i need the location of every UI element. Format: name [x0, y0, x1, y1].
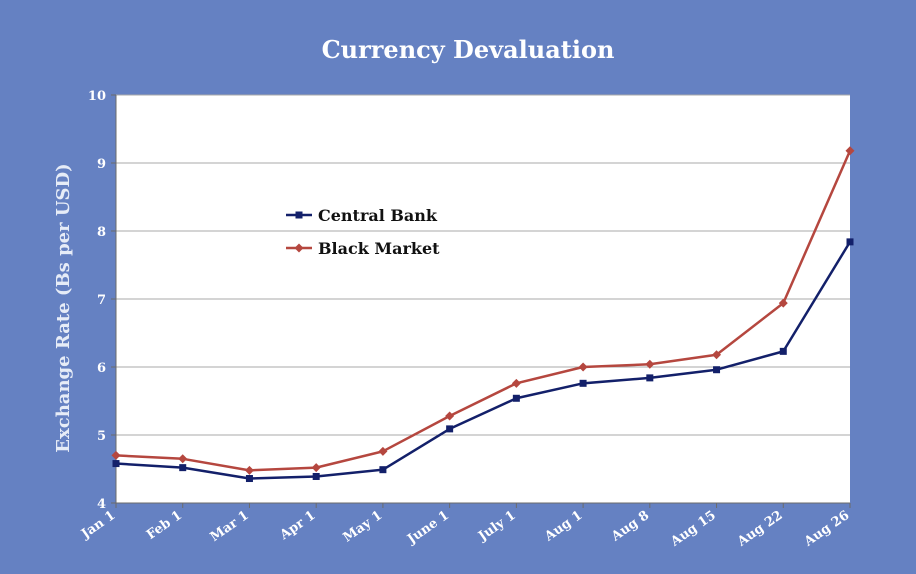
x-tick-label: July 1	[475, 508, 519, 545]
data-point-central-bank	[646, 374, 654, 382]
y-axis-label: Exchange Rate (Bs per USD)	[53, 163, 74, 452]
series-central-bank	[112, 238, 854, 483]
chart-title: Currency Devaluation	[322, 35, 615, 64]
y-tick-label: 8	[97, 225, 106, 240]
data-point-central-bank	[112, 460, 120, 468]
data-point-black-market	[511, 378, 521, 388]
x-tick-label: Aug 8	[608, 508, 652, 545]
data-point-black-market	[778, 298, 788, 308]
data-point-central-bank	[312, 472, 320, 480]
x-tick-label: Aug 15	[667, 508, 718, 550]
data-point-central-bank	[379, 466, 387, 474]
data-point-central-bank	[512, 394, 520, 402]
data-point-central-bank	[779, 347, 787, 355]
x-tick-label: Apr 1	[277, 508, 319, 544]
y-tick-label: 9	[97, 157, 106, 172]
data-point-black-market	[445, 411, 455, 421]
series-layer	[111, 146, 855, 483]
y-tick-label: 4	[97, 497, 106, 512]
y-tick-label: 7	[97, 293, 106, 308]
data-point-black-market	[111, 450, 121, 460]
series-line-central-bank	[115, 241, 852, 480]
data-point-black-market	[378, 446, 388, 456]
data-point-central-bank	[179, 464, 187, 472]
legend-item-central-bank: Central Bank	[286, 206, 438, 225]
data-point-black-market	[712, 350, 722, 360]
x-tick-label: Aug 1	[541, 508, 585, 545]
data-point-black-market	[578, 362, 588, 372]
legend-marker	[295, 211, 303, 219]
x-tick-label: Feb 1	[144, 508, 185, 543]
data-point-black-market	[178, 454, 188, 464]
data-point-black-market	[845, 146, 855, 156]
data-point-black-market	[244, 465, 254, 475]
legend-item-black-market: Black Market	[286, 239, 440, 258]
x-tick-label: May 1	[341, 508, 386, 545]
x-tick-label: Aug 26	[801, 508, 852, 550]
series-line-black-market	[115, 150, 852, 472]
x-tick-label: Aug 22	[734, 508, 785, 550]
data-point-black-market	[645, 359, 655, 369]
data-point-central-bank	[846, 238, 854, 246]
data-point-central-bank	[713, 366, 721, 374]
data-point-black-market	[311, 463, 321, 473]
y-tick-label: 5	[97, 429, 106, 444]
legend: Central Bank Black Market	[286, 206, 440, 258]
data-point-central-bank	[245, 475, 253, 483]
legend-label: Black Market	[318, 239, 440, 258]
series-black-market	[111, 146, 855, 475]
data-point-central-bank	[446, 425, 454, 433]
y-tick-label: 6	[97, 361, 106, 376]
x-tick-label: Jan 1	[78, 508, 118, 542]
legend-marker	[294, 243, 304, 253]
x-tick-label: June 1	[404, 508, 452, 548]
data-point-central-bank	[579, 379, 587, 387]
grid-lines	[116, 94, 850, 436]
legend-label: Central Bank	[318, 206, 438, 225]
y-tick-label: 10	[88, 89, 106, 104]
x-tick-label: Mar 1	[208, 508, 252, 545]
